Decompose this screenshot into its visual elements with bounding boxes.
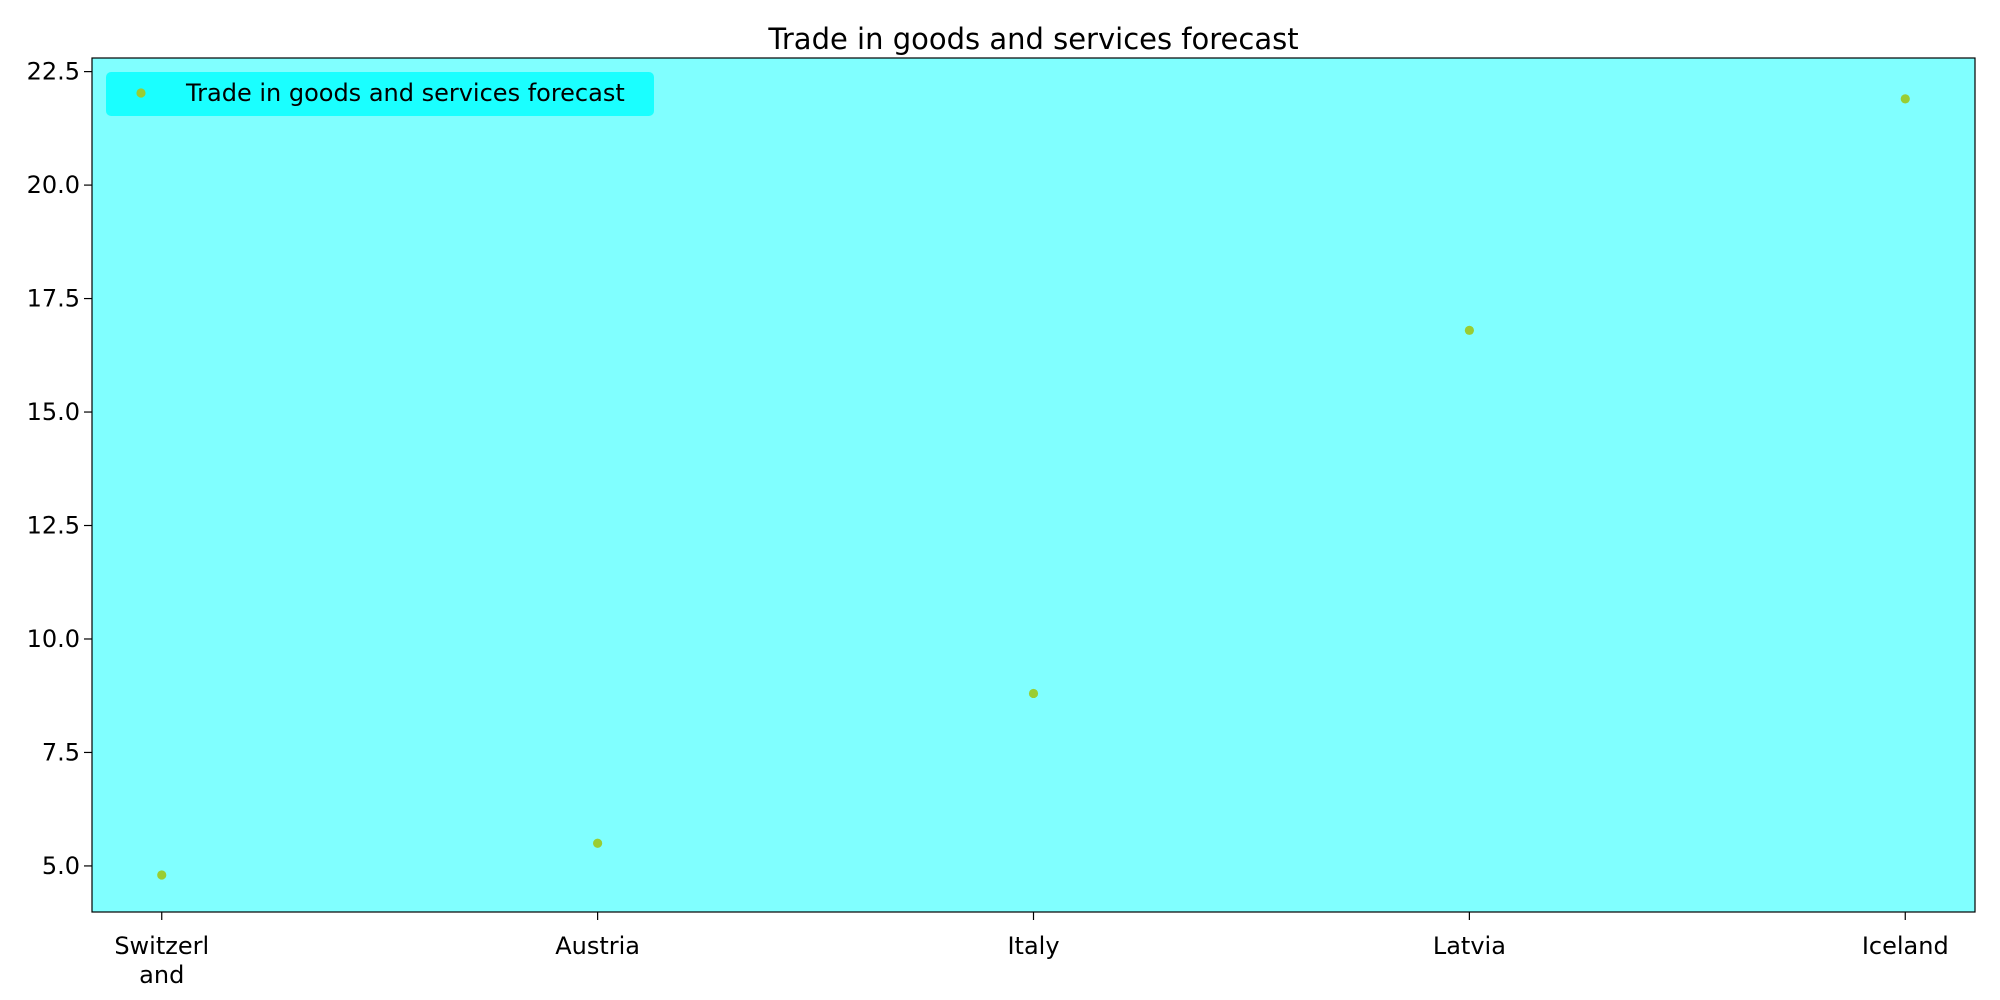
- legend-label: Trade in goods and services forecast: [185, 79, 625, 107]
- y-tick-label: 5.0: [42, 852, 80, 880]
- plot-area: [91, 57, 1976, 913]
- data-point: [1028, 688, 1039, 699]
- x-tick-label: Austria: [555, 932, 640, 960]
- y-tick-label: 10.0: [27, 625, 80, 653]
- y-tick-label: 7.5: [42, 738, 80, 766]
- data-point: [593, 838, 603, 848]
- legend: Trade in goods and services forecast: [106, 72, 654, 116]
- y-tick-label: 20.0: [27, 171, 80, 199]
- x-tick-label: Iceland: [1862, 932, 1949, 960]
- data-points: [157, 94, 1910, 880]
- data-point: [157, 870, 167, 880]
- y-tick-label: 22.5: [27, 58, 80, 86]
- legend-marker: [136, 88, 146, 98]
- x-tick-label: Switzerl: [114, 932, 209, 960]
- axis-ticks: 5.0 7.5 10.0 12.5 15.0 17.5 20.0 22.5 Switzerlan…: [27, 58, 1949, 989]
- x-tick-label: Latvia: [1433, 932, 1506, 960]
- y-tick-label: 15.0: [27, 398, 80, 426]
- data-point: [1900, 94, 1910, 104]
- y-tick-label: 17.5: [27, 285, 80, 313]
- data-point: [1464, 325, 1474, 335]
- x-tick-label: and: [139, 961, 184, 989]
- y-tick-label: 12.5: [27, 512, 80, 540]
- chart-title: Trade in goods and services forecast: [767, 22, 1298, 56]
- legend-box: [106, 72, 654, 116]
- x-tick-label: Italy: [1007, 932, 1059, 960]
